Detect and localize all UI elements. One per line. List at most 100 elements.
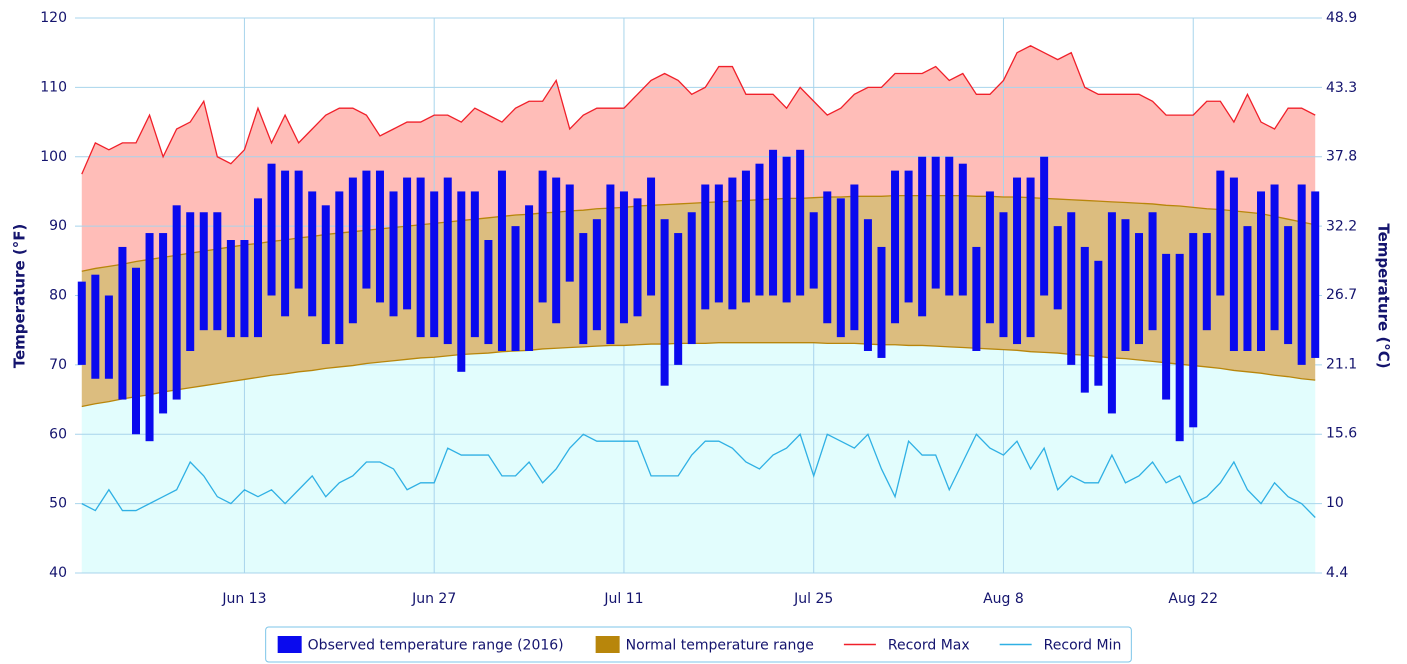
observed-bar bbox=[281, 170, 290, 317]
legend-symbol bbox=[595, 636, 620, 653]
observed-bar bbox=[1202, 233, 1211, 331]
observed-bar bbox=[77, 281, 86, 365]
observed-bar bbox=[985, 191, 994, 324]
observed-bar bbox=[755, 163, 764, 296]
observed-bar bbox=[470, 191, 479, 338]
observed-bar bbox=[714, 184, 723, 303]
observed-bar bbox=[348, 177, 357, 324]
observed-bar bbox=[782, 156, 791, 303]
observed-bar bbox=[484, 240, 493, 345]
observed-bar bbox=[186, 212, 195, 351]
observed-bar bbox=[945, 156, 954, 296]
observed-bar bbox=[1013, 177, 1022, 345]
observed-bar bbox=[850, 184, 859, 331]
observed-bar bbox=[606, 184, 615, 345]
observed-bar bbox=[1040, 156, 1049, 296]
legend-item: Record Max bbox=[843, 638, 970, 654]
observed-bar bbox=[321, 205, 330, 345]
y-tick-label: 80 bbox=[49, 288, 67, 304]
observed-bar bbox=[1297, 184, 1306, 365]
observed-bar bbox=[1284, 226, 1293, 345]
legend-box bbox=[265, 626, 1132, 663]
observed-bar bbox=[1175, 253, 1184, 442]
y-axis-title: Temperature (°F) bbox=[11, 224, 29, 369]
observed-bar bbox=[1257, 191, 1266, 351]
observed-bar bbox=[430, 191, 439, 338]
y-tick-label: 90 bbox=[49, 218, 67, 234]
observed-bar bbox=[809, 212, 818, 289]
observed-bar bbox=[647, 177, 656, 296]
y-tick-label: 120 bbox=[40, 10, 67, 26]
observed-bar bbox=[1270, 184, 1279, 331]
observed-bar bbox=[1107, 212, 1116, 414]
y2-tick-label: 15.6 bbox=[1326, 425, 1357, 441]
observed-bar bbox=[443, 177, 452, 345]
legend-item: Record Min bbox=[999, 638, 1121, 654]
observed-bar bbox=[1216, 170, 1225, 296]
y2-tick-label: 4.4 bbox=[1326, 565, 1348, 581]
y-tick-label: 70 bbox=[49, 357, 67, 373]
observed-bar bbox=[104, 295, 113, 379]
observed-bar bbox=[1229, 177, 1238, 351]
observed-bar bbox=[1053, 226, 1062, 310]
y2-tick-label: 37.8 bbox=[1326, 148, 1357, 164]
observed-bar bbox=[891, 170, 900, 324]
observed-bar bbox=[1148, 212, 1157, 331]
observed-bar bbox=[416, 177, 425, 338]
legend-item: Normal temperature range bbox=[595, 636, 814, 654]
observed-bar bbox=[836, 198, 845, 338]
legend-label: Observed temperature range (2016) bbox=[308, 638, 564, 654]
legend-item: Observed temperature range (2016) bbox=[277, 636, 564, 654]
observed-bar bbox=[972, 246, 981, 351]
observed-bar bbox=[687, 212, 696, 345]
legend-label: Record Max bbox=[888, 638, 970, 654]
observed-bar bbox=[552, 177, 561, 324]
observed-bar bbox=[199, 212, 208, 331]
y2-tick-label: 10 bbox=[1326, 495, 1344, 511]
observed-bar bbox=[389, 191, 398, 317]
observed-bar bbox=[579, 233, 588, 345]
observed-bar bbox=[728, 177, 737, 310]
observed-bar bbox=[931, 156, 940, 289]
observed-bar bbox=[525, 205, 534, 351]
y-tick-label: 40 bbox=[49, 565, 67, 581]
observed-bar bbox=[592, 219, 601, 331]
observed-bar bbox=[701, 184, 710, 310]
observed-bar bbox=[294, 170, 303, 289]
x-tick-label: Aug 8 bbox=[983, 591, 1024, 607]
observed-bar bbox=[904, 170, 913, 303]
observed-bar bbox=[863, 219, 872, 351]
observed-bar bbox=[538, 170, 547, 303]
x-tick-label: Jul 11 bbox=[603, 591, 643, 607]
observed-bar bbox=[877, 246, 886, 358]
legend-label: Normal temperature range bbox=[626, 638, 814, 654]
y2-tick-label: 21.1 bbox=[1326, 357, 1357, 373]
observed-bar bbox=[253, 198, 262, 338]
observed-bar bbox=[226, 240, 235, 338]
observed-bar bbox=[796, 149, 805, 296]
observed-bar bbox=[633, 198, 642, 317]
observed-bar bbox=[660, 219, 669, 386]
observed-bar bbox=[497, 170, 506, 351]
record-line bbox=[81, 433, 1316, 518]
x-tick-label: Jun 27 bbox=[411, 591, 456, 607]
y2-tick-label: 32.2 bbox=[1326, 218, 1357, 234]
observed-bar bbox=[159, 233, 168, 414]
observed-bar bbox=[131, 267, 140, 435]
observed-bar bbox=[403, 177, 412, 310]
observed-bar bbox=[1094, 260, 1103, 386]
observed-bar bbox=[511, 226, 520, 351]
observed-bar bbox=[674, 233, 683, 365]
observed-bar bbox=[362, 170, 371, 289]
observed-bar bbox=[308, 191, 317, 317]
observed-bar bbox=[1243, 226, 1252, 351]
observed-bar bbox=[172, 205, 181, 400]
y2-axis-title: Temperature (°C) bbox=[1375, 223, 1393, 368]
observed-bar bbox=[375, 170, 384, 303]
observed-bar bbox=[823, 191, 832, 324]
y2-tick-label: 43.3 bbox=[1326, 80, 1357, 96]
y2-tick-label: 48.9 bbox=[1326, 10, 1357, 26]
y-tick-label: 110 bbox=[40, 79, 67, 95]
observed-bar bbox=[267, 163, 276, 296]
